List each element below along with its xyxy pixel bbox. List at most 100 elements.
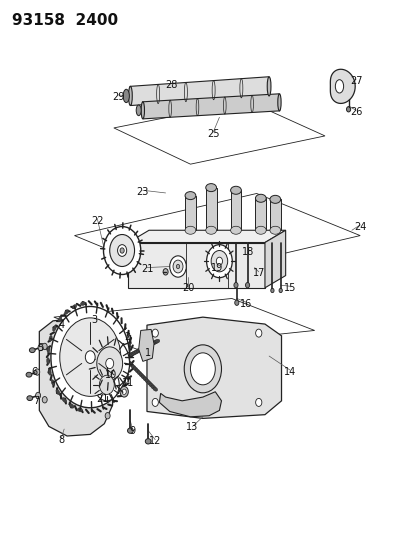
Ellipse shape (128, 86, 132, 106)
Ellipse shape (131, 365, 135, 369)
Ellipse shape (141, 375, 145, 379)
Text: 4: 4 (58, 320, 64, 330)
Ellipse shape (270, 288, 273, 293)
Text: 23: 23 (136, 187, 149, 197)
Ellipse shape (216, 257, 222, 265)
Ellipse shape (152, 329, 158, 337)
Ellipse shape (267, 77, 270, 96)
Text: 27: 27 (349, 76, 361, 86)
Ellipse shape (139, 373, 143, 377)
Ellipse shape (125, 359, 130, 363)
Ellipse shape (85, 351, 95, 364)
Ellipse shape (145, 379, 150, 383)
Ellipse shape (133, 351, 137, 354)
Ellipse shape (150, 385, 155, 389)
Text: 21: 21 (140, 264, 153, 274)
Ellipse shape (230, 187, 241, 195)
Polygon shape (159, 392, 221, 417)
Ellipse shape (255, 399, 261, 406)
Ellipse shape (173, 260, 183, 273)
Ellipse shape (105, 338, 110, 344)
Ellipse shape (120, 248, 124, 253)
Ellipse shape (277, 94, 280, 111)
Text: 22: 22 (91, 216, 103, 226)
Ellipse shape (142, 377, 147, 381)
Ellipse shape (135, 369, 140, 373)
Ellipse shape (51, 306, 129, 408)
Polygon shape (128, 230, 285, 243)
Ellipse shape (90, 338, 129, 389)
Ellipse shape (47, 358, 50, 364)
Ellipse shape (269, 195, 280, 204)
Ellipse shape (59, 318, 121, 397)
Text: 20: 20 (182, 283, 194, 293)
Ellipse shape (205, 227, 216, 235)
Text: 93158  2400: 93158 2400 (12, 13, 118, 28)
Ellipse shape (255, 227, 266, 235)
Ellipse shape (127, 361, 132, 365)
Ellipse shape (105, 358, 114, 369)
Ellipse shape (145, 439, 151, 444)
Ellipse shape (94, 369, 119, 401)
Ellipse shape (103, 227, 140, 274)
Text: 26: 26 (349, 107, 361, 117)
Ellipse shape (185, 191, 195, 200)
Ellipse shape (255, 329, 261, 337)
Ellipse shape (134, 350, 139, 353)
Polygon shape (130, 77, 269, 106)
Ellipse shape (47, 346, 50, 353)
Ellipse shape (97, 347, 122, 380)
Ellipse shape (109, 235, 134, 266)
Polygon shape (264, 230, 285, 288)
Ellipse shape (142, 345, 147, 349)
Ellipse shape (29, 348, 35, 353)
Text: 7: 7 (33, 397, 40, 406)
Text: 25: 25 (206, 130, 219, 139)
Ellipse shape (152, 387, 157, 391)
Ellipse shape (185, 227, 195, 235)
Ellipse shape (150, 342, 154, 346)
Ellipse shape (169, 256, 186, 277)
Ellipse shape (133, 367, 138, 371)
Ellipse shape (120, 386, 128, 397)
Ellipse shape (148, 343, 152, 346)
Ellipse shape (122, 389, 126, 394)
Text: 19: 19 (211, 263, 223, 273)
Text: 6: 6 (31, 367, 37, 377)
Text: 2: 2 (124, 332, 131, 342)
Polygon shape (138, 329, 154, 361)
Ellipse shape (36, 392, 40, 399)
Ellipse shape (176, 264, 179, 269)
Text: 5: 5 (37, 343, 44, 353)
Ellipse shape (38, 344, 43, 351)
Ellipse shape (141, 346, 146, 350)
Ellipse shape (230, 227, 241, 235)
Ellipse shape (51, 379, 55, 385)
Text: 9: 9 (129, 426, 135, 435)
Text: 29: 29 (112, 92, 124, 102)
Ellipse shape (64, 310, 69, 314)
Ellipse shape (27, 395, 33, 401)
Ellipse shape (129, 352, 134, 356)
Ellipse shape (42, 397, 47, 403)
Ellipse shape (149, 383, 153, 387)
Polygon shape (205, 188, 216, 230)
Ellipse shape (190, 353, 215, 385)
Ellipse shape (131, 351, 135, 356)
Ellipse shape (234, 300, 238, 305)
Ellipse shape (233, 282, 237, 288)
Ellipse shape (80, 302, 85, 305)
Text: 16: 16 (240, 299, 252, 309)
Ellipse shape (184, 345, 221, 393)
Polygon shape (142, 94, 279, 119)
Ellipse shape (139, 347, 144, 351)
Text: 24: 24 (353, 222, 366, 231)
Ellipse shape (144, 344, 149, 348)
Polygon shape (128, 243, 264, 288)
Ellipse shape (127, 428, 133, 433)
Ellipse shape (105, 413, 110, 419)
Polygon shape (330, 69, 354, 103)
Ellipse shape (153, 340, 158, 344)
Ellipse shape (126, 354, 131, 358)
Polygon shape (147, 317, 281, 418)
